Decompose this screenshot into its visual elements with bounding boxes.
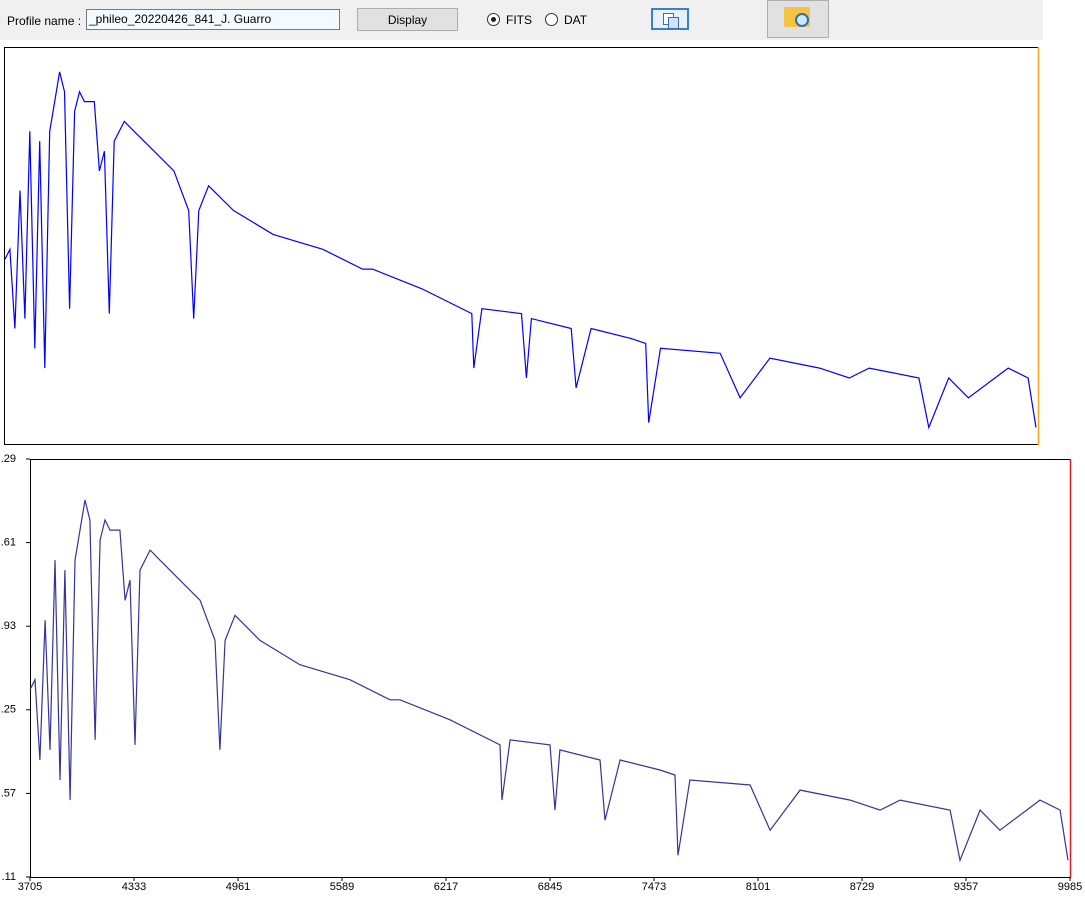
dat-label[interactable]: DAT — [564, 13, 588, 27]
copy-button[interactable] — [651, 8, 689, 30]
profile-label: Profile name : — [7, 14, 82, 28]
spectrum-line — [29, 499, 1069, 863]
x-tick-label: 8101 — [746, 881, 770, 893]
y-tick-label: .11 — [2, 871, 16, 883]
x-tick-label: 9985 — [1058, 881, 1082, 893]
y-tick-label: .57 — [1, 787, 16, 799]
y-tick-label: .25 — [1, 704, 16, 716]
magnifier-icon — [795, 13, 809, 27]
fits-radio[interactable] — [487, 13, 500, 26]
x-tick-label: 6217 — [434, 881, 458, 893]
icon — [668, 17, 679, 29]
y-tick-label: .93 — [1, 620, 16, 632]
x-tick-label: 9357 — [954, 881, 978, 893]
spectrum-line — [4, 71, 1037, 430]
x-tick-label: 5589 — [330, 881, 354, 893]
display-button[interactable]: Display — [357, 8, 458, 31]
top-plot-frame — [4, 47, 1039, 445]
profile-name-input[interactable]: _phileo_20220426_841_J. Guarro — [86, 9, 340, 30]
fits-label[interactable]: FITS — [506, 13, 532, 27]
y-tick-label: .29 — [1, 453, 16, 465]
x-tick-label: 4961 — [226, 881, 250, 893]
open-button[interactable] — [767, 0, 829, 38]
x-tick-label: 7473 — [642, 881, 666, 893]
x-tick-label: 6845 — [538, 881, 562, 893]
x-tick-label: 4333 — [122, 881, 146, 893]
radio-dot — [491, 17, 496, 22]
x-tick-label: 3705 — [18, 881, 42, 893]
x-tick-label: 8729 — [850, 881, 874, 893]
dat-radio[interactable] — [545, 13, 558, 26]
bottom-plot-frame — [30, 459, 1071, 878]
y-tick-label: .61 — [1, 537, 16, 549]
toolbar: Profile name : _phileo_20220426_841_J. G… — [0, 0, 1043, 40]
